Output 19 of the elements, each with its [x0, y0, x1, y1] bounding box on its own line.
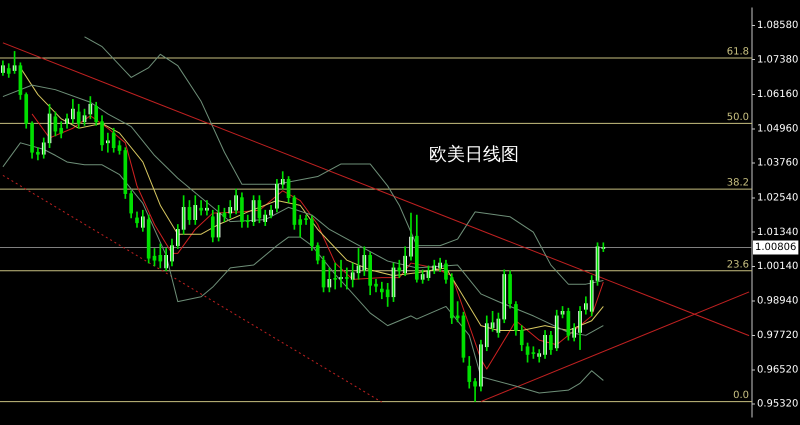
- y-tick-label: 0.97720: [757, 330, 798, 342]
- y-tick-label: 0.96520: [757, 364, 798, 376]
- annotation: 61.8: [726, 46, 749, 58]
- ref-line-label: 1.00806: [755, 242, 796, 254]
- y-tick-label: 1.01340: [757, 226, 798, 238]
- y-tick-label: 1.06160: [757, 89, 798, 100]
- annotation: 38.2: [726, 178, 749, 189]
- y-tick-label: 0.95320: [757, 398, 798, 410]
- annotation: 0.0: [733, 390, 749, 402]
- y-tick-label: 1.04960: [757, 123, 798, 134]
- y-tick-label: 1.00140: [757, 261, 798, 272]
- y-tick-label: 1.08580: [757, 20, 798, 32]
- y-tick-label: 1.03760: [757, 158, 798, 169]
- annotation: 50.0: [726, 112, 749, 123]
- annotation: 23.6: [726, 259, 749, 270]
- y-tick-label: 1.02540: [757, 192, 798, 204]
- text: 欧美日线图: [428, 144, 519, 165]
- y-tick-label: 0.98940: [757, 295, 798, 306]
- y-tick-label: 1.07380: [757, 54, 798, 66]
